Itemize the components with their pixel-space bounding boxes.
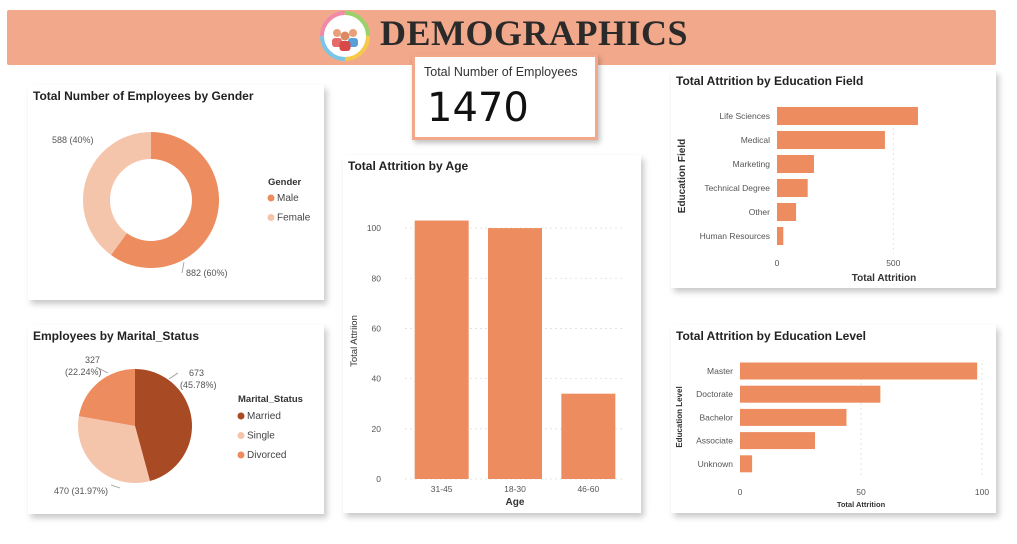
x-axis-title: Age [506,497,525,508]
bar-doctorate [740,385,881,403]
y-axis-title: Total Attriion [349,315,360,367]
slice-label-married-pct: (45.78%) [180,380,217,390]
edu-level-chart-title: Total Attrition by Education Level [676,329,867,343]
bar-unknown [740,455,753,473]
bar-technical-degree [777,179,808,197]
bar-46-60 [561,393,616,479]
kpi-value: 1470 [427,85,529,131]
marital-chart-title: Employees by Marital_Status [33,329,200,343]
slice-label-male: 882 (60%) [186,268,228,278]
x-tick-label: 100 [975,487,989,497]
slice-label-divorced-count: 327 [85,355,100,365]
age-chart-card[interactable]: Total Attrition by Age 0 20 40 60 80 100 31-45… [343,155,641,513]
leader-line [95,366,109,374]
slice-label-married-count: 673 [189,368,204,378]
y-tick-label: Life Sciences [719,111,770,121]
legend-marker-female [267,214,275,221]
bar-bachelor [740,408,847,426]
bar-other [777,203,797,221]
slice-label-single: 470 (31.97%) [54,486,108,496]
bar-human-resources [777,227,784,245]
bar-medical [777,131,885,149]
pie-slice-divorced [78,369,135,426]
bar-18-30 [488,228,542,479]
legend-marker-divorced [237,451,245,459]
edu-level-chart-card[interactable]: Total Attrition by Education Level 0 50 10… [671,325,996,513]
kpi-card[interactable]: Total Number of Employees 1470 [412,54,598,140]
x-tick-label: 0 [738,487,743,497]
leader-line [181,261,185,274]
age-bar-chart: 0 20 40 60 80 100 31-45 18-30 46-60 Age Total Attr… [349,220,625,508]
y-tick-label: Marketing [733,159,771,169]
y-axis-title: Education Level [675,386,684,447]
legend-label-divorced: Divorced [247,450,286,461]
y-tick-label: Human Resources [700,231,770,241]
people-group-icon [320,11,370,61]
y-tick-label: Technical Degree [704,183,770,193]
legend-label-single: Single [247,431,275,442]
age-chart-title: Total Attrition by Age [348,159,469,173]
marital-legend-title: Marital_Status [238,394,303,405]
gender-chart-title: Total Number of Employees by Gender [33,89,254,103]
page-title: DEMOGRAPHICS [380,13,689,53]
bar-life-sciences [777,107,918,125]
leader-line [168,372,179,380]
marital-chart-card[interactable]: Employees by Marital_Status 673 (45.78%)… [28,325,324,514]
x-tick-label: 50 [856,487,866,497]
y-tick-label: Doctorate [696,389,733,399]
x-axis-title: Total Attrition [852,273,916,284]
edu-level-bar-chart: 0 50 100 Master Doctorate Bachelor Associate Un… [675,362,989,509]
legend-label-female: Female [277,213,311,224]
y-tick-label: Medical [741,135,770,145]
x-tick-label: 500 [886,258,900,268]
y-tick-label: 60 [372,323,382,333]
x-tick-label: 31-45 [431,484,453,494]
slice-label-female: 588 (40%) [52,135,94,145]
gender-donut-chart: 588 (40%) 882 (60%) Gender Male Female [52,132,311,278]
y-axis-title: Education Field [677,139,688,213]
y-tick-label: 20 [372,424,382,434]
x-tick-label: 46-60 [577,484,599,494]
legend-marker-married [237,412,245,420]
y-tick-label: 100 [367,223,381,233]
y-tick-label: Unknown [698,459,734,469]
y-tick-label: 0 [376,474,381,484]
edu-field-chart-title: Total Attrition by Education Field [676,74,864,88]
legend-label-male: Male [277,193,299,204]
legend-marker-single [237,432,245,439]
bar-master [740,362,978,380]
pie-slice-male [111,132,220,268]
pie-slice-married [135,369,192,482]
y-tick-label: 40 [372,374,382,384]
slice-label-divorced-pct: (22.24%) [65,367,102,377]
y-tick-label: 80 [372,273,382,283]
pie-slice-single [77,416,150,483]
y-tick-label: Master [707,366,733,376]
gender-legend-title: Gender [268,177,302,188]
edu-field-chart-card[interactable]: Total Attrition by Education Field 0 500 L… [671,70,996,288]
bar-marketing [777,155,814,173]
kpi-label: Total Number of Employees [424,65,578,79]
x-tick-label: 18-30 [504,484,526,494]
x-axis-title: Total Attrition [837,500,886,509]
marital-pie-chart: 673 (45.78%) 327 (22.24%) 470 (31.97%) M… [54,355,303,496]
y-tick-label: Bachelor [699,412,733,422]
pie-slice-female [83,132,151,256]
gender-chart-card[interactable]: Total Number of Employees by Gender 588 … [28,85,324,300]
leader-line [110,484,121,489]
legend-label-married: Married [247,411,281,422]
edu-field-bar-chart: 0 500 Life Sciences Medical Marketing Technic… [677,107,918,284]
bar-associate [740,432,816,450]
legend-marker-male [267,194,275,202]
y-tick-label: Associate [696,436,733,446]
y-tick-label: Other [749,207,770,217]
bar-31-45 [414,220,469,479]
x-tick-label: 0 [775,258,780,268]
